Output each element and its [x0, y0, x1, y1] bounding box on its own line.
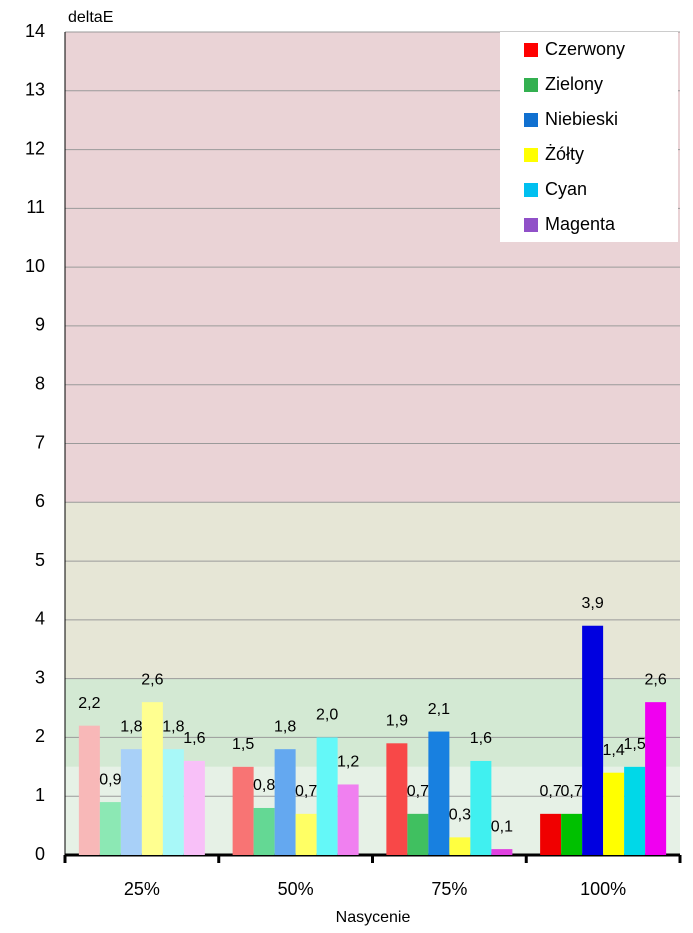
legend-swatch: [524, 43, 538, 57]
value-label: 1,8: [120, 718, 142, 735]
legend-label: Zielony: [545, 74, 603, 94]
value-label: 2,1: [428, 701, 450, 718]
bar: [78, 725, 100, 855]
legend-label: Cyan: [545, 179, 587, 199]
legend-swatch: [524, 78, 538, 92]
legend-label: Magenta: [545, 214, 616, 234]
value-label: 2,6: [141, 671, 163, 688]
bar: [561, 813, 583, 855]
y-tick-label: 4: [35, 609, 45, 629]
y-tick-label: 12: [25, 138, 45, 158]
bar: [407, 813, 429, 855]
value-label: 1,4: [603, 742, 625, 759]
legend-swatch: [524, 113, 538, 127]
value-label: 1,8: [162, 718, 184, 735]
value-label: 0,9: [99, 771, 121, 788]
value-label: 0,7: [295, 783, 317, 800]
value-label: 1,8: [274, 718, 296, 735]
value-label: 0,1: [491, 818, 513, 835]
bar: [141, 702, 163, 855]
y-tick-label: 1: [35, 785, 45, 805]
bar: [183, 760, 205, 855]
value-label: 3,9: [582, 595, 604, 612]
value-label: 0,7: [561, 783, 583, 800]
bar: [120, 749, 142, 855]
value-label: 0,8: [253, 777, 275, 794]
value-label: 1,5: [624, 736, 646, 753]
y-axis-label: deltaE: [68, 9, 113, 26]
legend-swatch: [524, 148, 538, 162]
legend-label: Niebieski: [545, 109, 618, 129]
bar: [449, 837, 471, 855]
value-label: 0,7: [407, 783, 429, 800]
bar: [491, 849, 513, 855]
value-label: 2,0: [316, 707, 338, 724]
legend-label: Czerwony: [545, 39, 625, 59]
value-label: 1,6: [183, 730, 205, 747]
value-label: 2,2: [78, 695, 100, 712]
bar: [624, 766, 646, 855]
x-tick-label: 100%: [580, 879, 626, 899]
bar: [316, 737, 338, 855]
bar: [232, 766, 254, 855]
bar: [99, 802, 121, 855]
value-label: 1,2: [337, 754, 359, 771]
x-tick-label: 75%: [431, 879, 467, 899]
y-tick-label: 11: [26, 197, 45, 217]
bar: [253, 807, 275, 855]
legend-label: Żółty: [545, 144, 584, 164]
bar: [295, 813, 317, 855]
value-label: 0,7: [540, 783, 562, 800]
bar: [274, 749, 296, 855]
y-tick-label: 14: [25, 21, 45, 41]
bar: [428, 731, 450, 855]
y-tick-label: 6: [35, 491, 45, 511]
bar: [386, 743, 408, 855]
bar: [337, 784, 359, 855]
legend-swatch: [524, 218, 538, 232]
y-tick-label: 2: [35, 726, 45, 746]
y-tick-label: 3: [35, 667, 45, 687]
zone: [65, 502, 680, 679]
legend-swatch: [524, 183, 538, 197]
value-label: 1,6: [470, 730, 492, 747]
y-tick-label: 0: [35, 844, 45, 864]
y-tick-label: 10: [25, 256, 45, 276]
y-tick-label: 7: [35, 432, 45, 452]
value-label: 1,9: [386, 713, 408, 730]
x-tick-label: 50%: [278, 879, 314, 899]
y-tick-label: 9: [35, 315, 45, 335]
value-label: 1,5: [232, 736, 254, 753]
bar: [162, 749, 184, 855]
y-tick-label: 8: [35, 373, 45, 393]
bar: [582, 625, 604, 855]
y-tick-label: 13: [25, 80, 45, 100]
x-tick-label: 25%: [124, 879, 160, 899]
value-label: 2,6: [645, 671, 667, 688]
bar: [470, 760, 492, 855]
bar: [540, 813, 562, 855]
legend-box: [500, 32, 678, 242]
bar: [645, 702, 667, 855]
value-label: 0,3: [449, 807, 471, 824]
x-axis-label: Nasycenie: [336, 909, 411, 926]
y-tick-label: 5: [35, 550, 45, 570]
bar: [603, 772, 625, 855]
